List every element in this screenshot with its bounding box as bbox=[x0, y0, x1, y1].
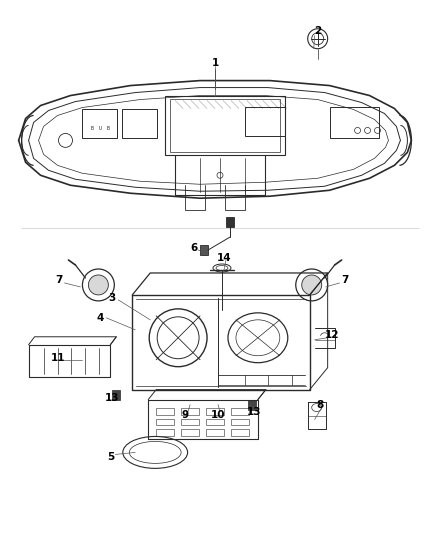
Bar bbox=[206, 418, 224, 425]
Bar bbox=[206, 430, 224, 437]
Ellipse shape bbox=[88, 275, 108, 295]
Text: 4: 4 bbox=[97, 313, 104, 323]
Bar bbox=[181, 408, 199, 415]
Text: 5: 5 bbox=[107, 453, 114, 463]
Text: 13: 13 bbox=[105, 393, 120, 402]
Text: B: B bbox=[107, 126, 110, 131]
Text: 9: 9 bbox=[181, 409, 189, 419]
Text: U: U bbox=[99, 126, 102, 131]
Text: 12: 12 bbox=[325, 330, 339, 340]
Bar bbox=[165, 95, 285, 155]
Text: 1: 1 bbox=[212, 58, 219, 68]
Text: B: B bbox=[91, 126, 94, 131]
Bar bbox=[245, 107, 285, 136]
Text: 14: 14 bbox=[217, 253, 231, 263]
Bar bbox=[231, 418, 249, 425]
Bar bbox=[156, 418, 174, 425]
Text: 13: 13 bbox=[247, 407, 261, 416]
Bar bbox=[231, 430, 249, 437]
Bar bbox=[156, 430, 174, 437]
Text: 6: 6 bbox=[191, 243, 198, 253]
Text: 2: 2 bbox=[314, 26, 321, 36]
Bar bbox=[226, 217, 234, 227]
Bar bbox=[330, 107, 379, 139]
Bar bbox=[112, 390, 120, 400]
Text: 7: 7 bbox=[341, 275, 348, 285]
Text: 3: 3 bbox=[109, 293, 116, 303]
Ellipse shape bbox=[302, 275, 321, 295]
Bar bbox=[181, 418, 199, 425]
Text: 7: 7 bbox=[55, 275, 62, 285]
Bar bbox=[122, 109, 157, 139]
Bar bbox=[181, 430, 199, 437]
Bar bbox=[231, 408, 249, 415]
Bar bbox=[156, 408, 174, 415]
Bar bbox=[82, 109, 117, 139]
Text: 8: 8 bbox=[316, 400, 323, 409]
Bar bbox=[248, 400, 256, 409]
Text: 10: 10 bbox=[211, 409, 225, 419]
Bar bbox=[206, 408, 224, 415]
Text: 11: 11 bbox=[51, 353, 66, 363]
Bar bbox=[170, 99, 280, 152]
Bar bbox=[200, 245, 208, 255]
